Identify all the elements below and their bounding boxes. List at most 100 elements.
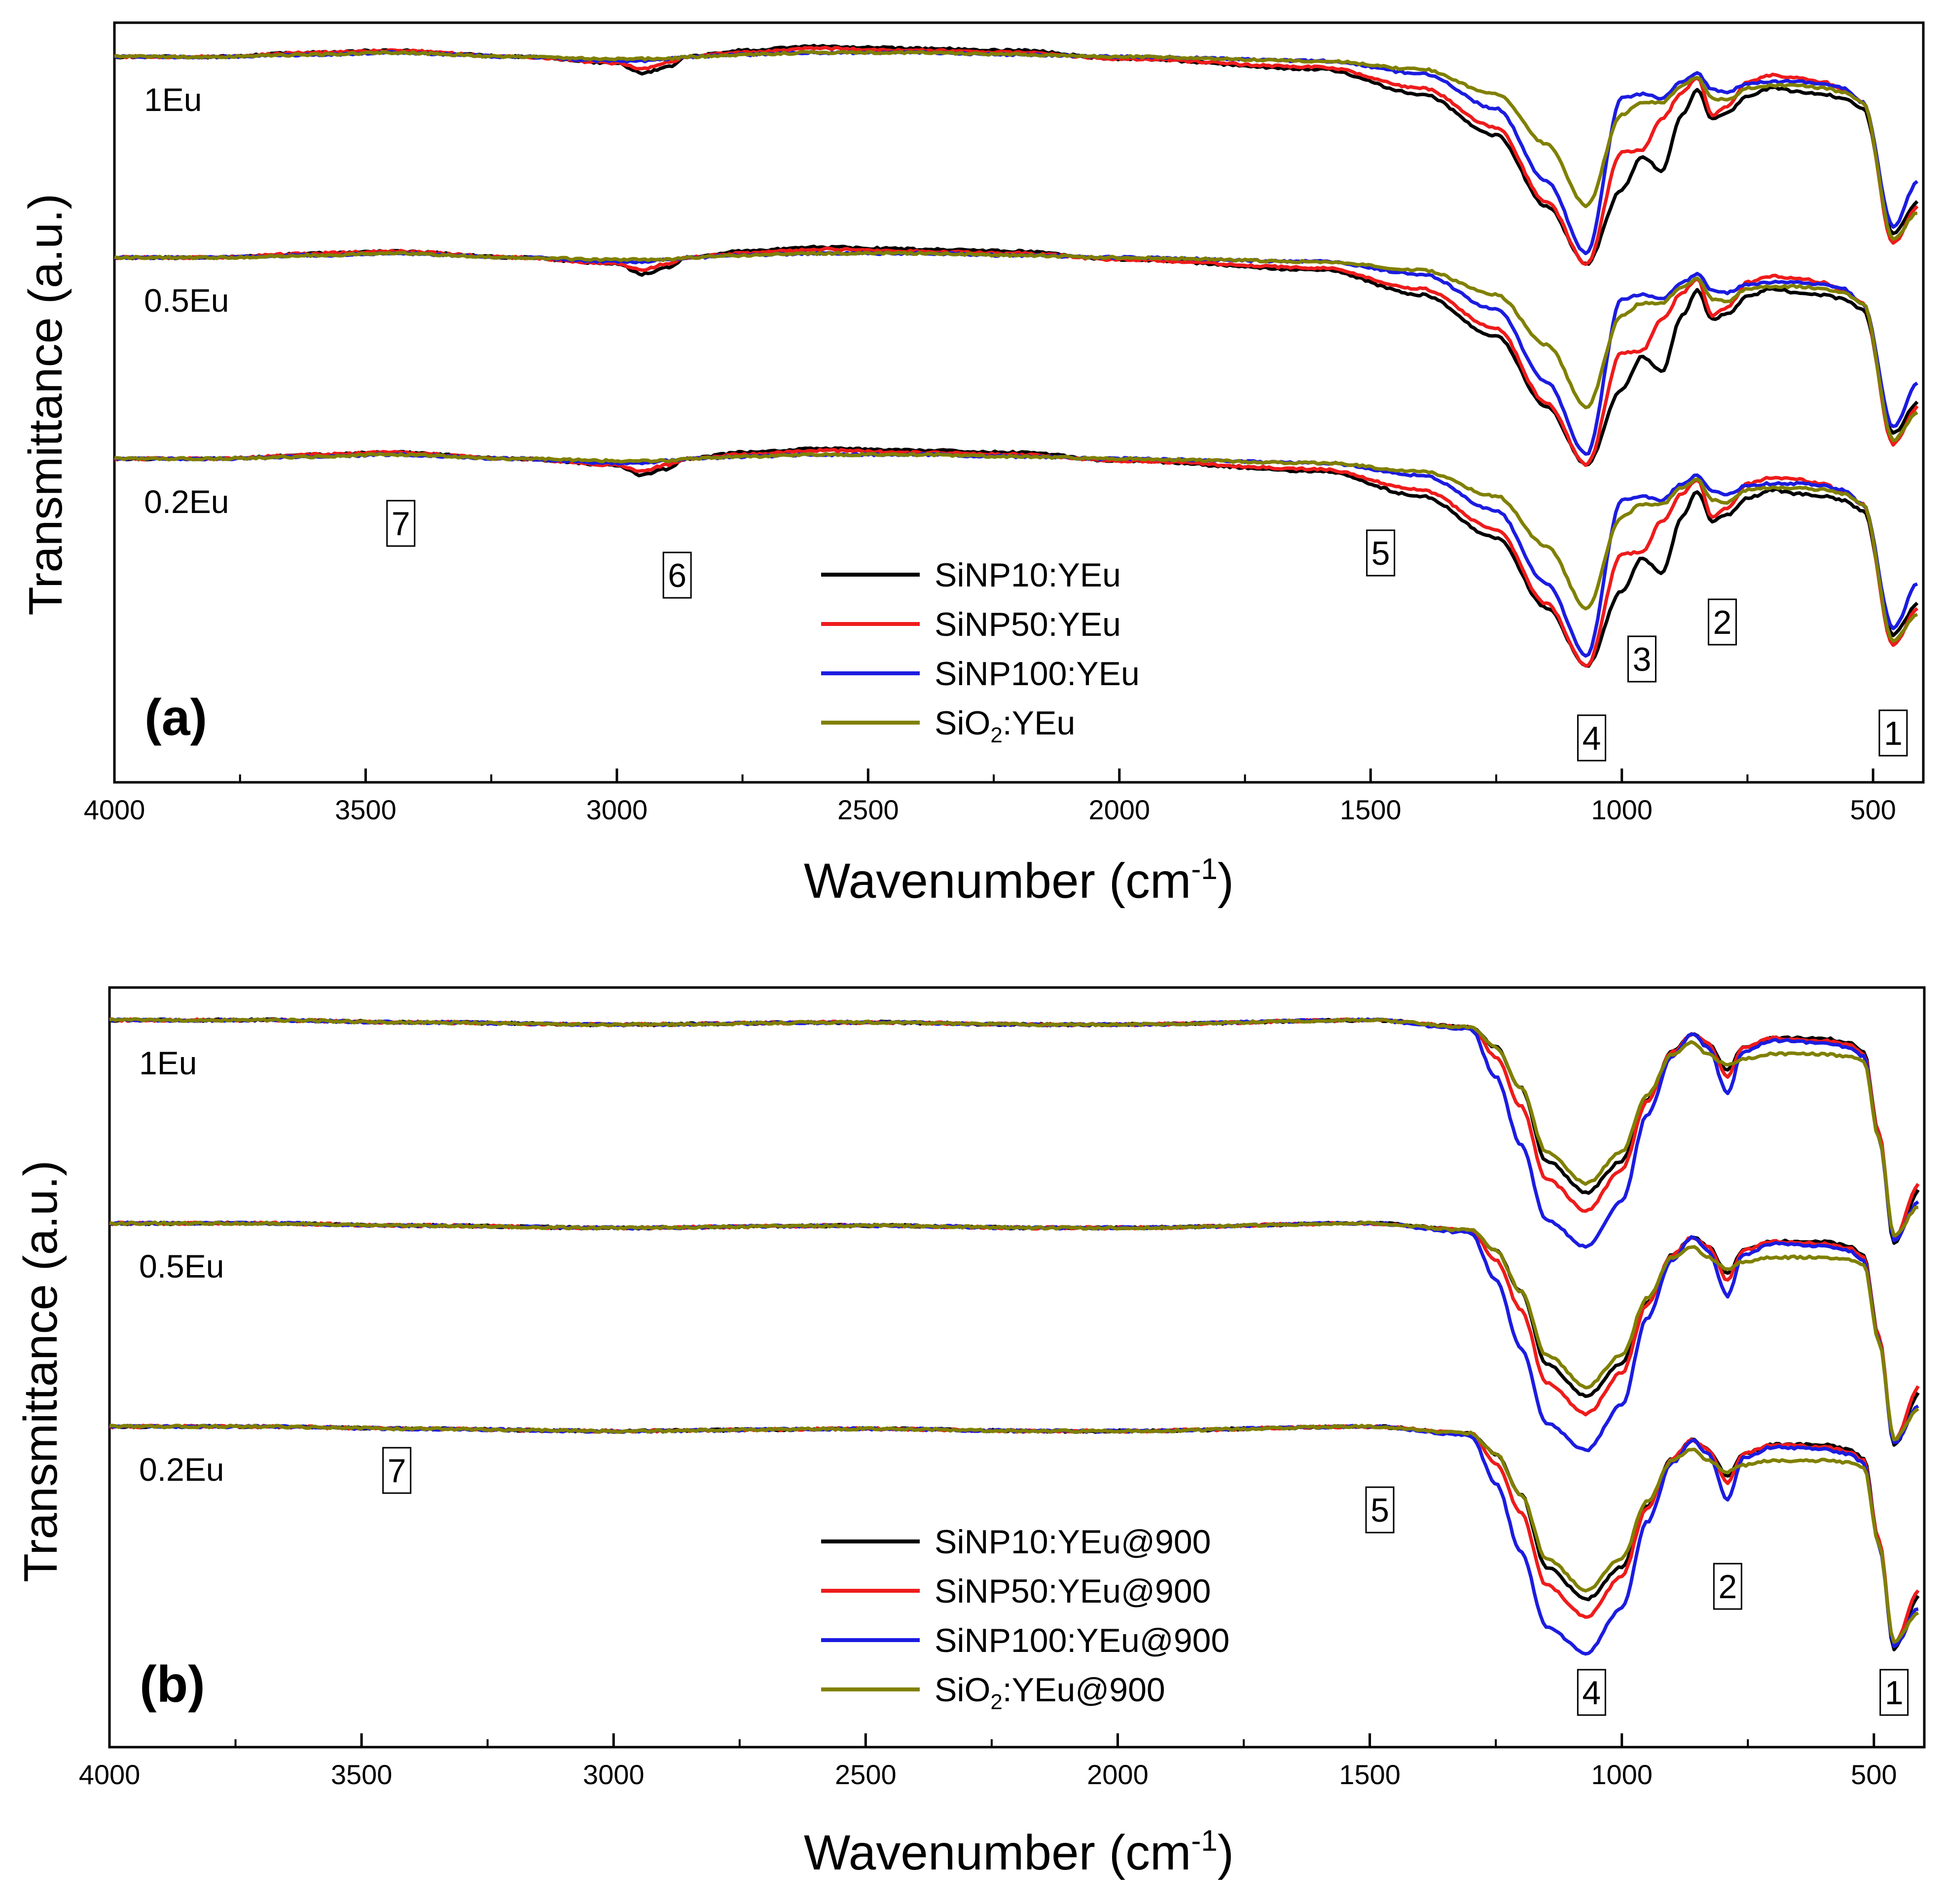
- band-label-box-a-7: [386, 500, 416, 547]
- series-line-b-sio2yeu@900-0p2eu: [109, 1424, 1919, 1644]
- band-label-box-a-1: [1878, 709, 1908, 757]
- series-line-a-sinp10yeu-1eu: [114, 43, 1919, 266]
- legend-label-main-a-2: SiNP100:YEu: [935, 655, 1140, 693]
- group-label-b-0p5eu: 0.5Eu: [139, 1248, 224, 1284]
- legend-label-main-b-1: SiNP50:YEu@900: [935, 1573, 1211, 1610]
- series-line-b-sinp10yeu@900-0p5eu: [109, 1220, 1920, 1447]
- group-label-a-0p5eu: 0.5Eu: [144, 282, 229, 319]
- plot-frame-b: [108, 986, 1926, 1749]
- group-label-a-0p2eu: 0.2Eu: [144, 483, 229, 520]
- y-axis-label-a: Transmittance (a.u.): [19, 193, 72, 615]
- band-label-a-2: 2: [1713, 604, 1732, 641]
- series-line-b-sinp50yeu@900-1eu: [109, 1017, 1920, 1240]
- x-tick-label-b-500: 500: [1851, 1759, 1897, 1790]
- series-line-a-sinp100yeu-1eu: [113, 50, 1919, 256]
- curves-a: [113, 43, 1919, 668]
- x-tick-label-b-3500: 3500: [331, 1759, 393, 1790]
- group-label-b-1eu: 1Eu: [139, 1045, 197, 1081]
- legend-label-main-a-3: SiO: [935, 704, 990, 742]
- x-tick-label-a-500: 500: [1850, 794, 1896, 825]
- band-label-box-b-1: [1879, 1669, 1909, 1716]
- x-tick-label-a-3000: 3000: [586, 794, 648, 825]
- panel-label-a: (a): [144, 689, 207, 746]
- series-line-a-sio2yeu-0p2eu: [114, 452, 1918, 643]
- legend-label-b-2: SiNP100:YEu@900: [935, 1622, 1229, 1659]
- plot-frame-a: [113, 21, 1925, 784]
- legend-label-main-b-2: SiNP100:YEu@900: [935, 1622, 1229, 1659]
- legend-label-b-0: SiNP10:YEu@900: [935, 1523, 1211, 1561]
- legend-label-main-b-0: SiNP10:YEu@900: [935, 1523, 1211, 1561]
- x-tick-label-a-3500: 3500: [335, 794, 396, 825]
- x-axis-label-a: Wavenumber (cm-1): [804, 852, 1234, 909]
- legend-a: SiNP10:YEu SiNP50:YEu SiNP100:YEu SiO2:YEu: [821, 556, 1140, 747]
- band-label-box-a-4: [1577, 714, 1607, 762]
- legend-label-tail-b-3: :YEu@900: [1003, 1671, 1165, 1709]
- series-line-a-sinp10yeu-0p5eu: [114, 244, 1919, 467]
- legend-label-a-3: SiO2:YEu: [935, 704, 1075, 747]
- x-tick-label-b-1000: 1000: [1591, 1759, 1653, 1790]
- legend-label-a-2: SiNP100:YEu: [935, 655, 1140, 693]
- x-tick-label-b-2000: 2000: [1087, 1759, 1149, 1790]
- series-line-b-sinp100yeu@900-1eu: [108, 1017, 1919, 1249]
- band-label-a-4: 4: [1583, 720, 1601, 757]
- band-labels-b: 1 2 4 5 7: [382, 1447, 1909, 1716]
- legend-label-sub-b-3: 2: [990, 1690, 1002, 1714]
- band-label-b-7: 7: [388, 1452, 406, 1490]
- band-label-a-1: 1: [1884, 715, 1903, 752]
- group-label-a-1eu: 1Eu: [144, 81, 202, 118]
- x-axis-label-a-main: Wavenumber (cm: [804, 853, 1191, 909]
- band-label-b-5: 5: [1370, 1492, 1389, 1529]
- series-line-a-sio2yeu-0p5eu: [114, 251, 1918, 442]
- group-labels-a: 1Eu 0.5Eu 0.2Eu: [144, 81, 229, 520]
- legend-label-main-b-3: SiO: [935, 1671, 990, 1709]
- legend-b: SiNP10:YEu@900 SiNP50:YEu@900 SiNP100:YEu@…: [821, 1523, 1229, 1714]
- band-label-a-7: 7: [392, 505, 410, 543]
- series-line-b-sio2yeu@900-1eu: [109, 1017, 1919, 1238]
- band-label-box-b-2: [1713, 1563, 1742, 1610]
- panel-a: 4000 3500 3000 2500 2000 1500 1000 500 1Eu 0.5Eu…: [19, 21, 1925, 909]
- x-axis-label-a-close: ): [1218, 853, 1234, 909]
- x-axis-label-b: Wavenumber (cm-1): [804, 1824, 1234, 1880]
- x-ticks-b: 4000 3500 3000 2500 2000 1500 1000 500: [79, 1733, 1897, 1790]
- group-labels-b: 1Eu 0.5Eu 0.2Eu: [139, 1045, 224, 1488]
- x-ticks-a: 4000 3500 3000 2500 2000 1500 1000 500: [84, 769, 1896, 825]
- band-label-box-a-3: [1627, 635, 1657, 683]
- x-tick-label-a-1000: 1000: [1591, 794, 1653, 825]
- x-tick-label-b-3000: 3000: [583, 1759, 645, 1790]
- group-label-b-0p2eu: 0.2Eu: [139, 1451, 224, 1488]
- x-tick-label-a-2000: 2000: [1088, 794, 1150, 825]
- band-label-box-a-2: [1707, 598, 1737, 646]
- series-line-a-sinp50yeu-1eu: [114, 45, 1919, 266]
- band-label-box-b-7: [382, 1447, 412, 1494]
- legend-label-tail-a-3: :YEu: [1003, 704, 1075, 742]
- x-tick-label-b-1500: 1500: [1339, 1759, 1401, 1790]
- series-line-b-sinp10yeu@900-1eu: [109, 1017, 1920, 1245]
- legend-label-main-a-0: SiNP10:YEu: [935, 556, 1121, 594]
- panel-b: 4000 3500 3000 2500 2000 1500 1000 500 1Eu 0.5Eu…: [14, 986, 1926, 1880]
- band-label-box-a-5: [1366, 529, 1396, 577]
- band-label-a-3: 3: [1633, 641, 1652, 678]
- series-line-a-sio2yeu-1eu: [114, 50, 1918, 241]
- band-label-b-4: 4: [1582, 1674, 1601, 1712]
- y-axis-label-b: Transmittance (a.u.): [14, 1160, 67, 1582]
- x-tick-label-b-4000: 4000: [79, 1759, 141, 1790]
- legend-label-main-a-1: SiNP50:YEu: [935, 606, 1121, 643]
- panel-label-b: (b): [140, 1656, 205, 1713]
- x-axis-label-a-sup: -1: [1191, 852, 1217, 885]
- band-label-box-a-6: [662, 551, 692, 599]
- legend-label-b-3: SiO2:YEu@900: [935, 1671, 1165, 1714]
- x-tick-label-a-4000: 4000: [84, 794, 145, 825]
- series-line-b-sio2yeu@900-0p5eu: [109, 1220, 1919, 1442]
- x-axis-label-b-main: Wavenumber (cm: [804, 1825, 1191, 1880]
- legend-label-a-1: SiNP50:YEu: [935, 606, 1121, 643]
- x-axis-label-b-close: ): [1218, 1825, 1234, 1880]
- series-line-a-sinp50yeu-0p5eu: [113, 246, 1919, 467]
- band-labels-a: 1 2 3 4 5 6 7: [386, 500, 1908, 762]
- legend-label-b-1: SiNP50:YEu@900: [935, 1573, 1211, 1610]
- band-label-box-b-4: [1577, 1669, 1606, 1716]
- series-line-b-sinp100yeu@900-0p5eu: [109, 1220, 1919, 1453]
- band-label-a-6: 6: [668, 557, 686, 594]
- band-label-b-2: 2: [1718, 1568, 1737, 1606]
- x-tick-label-b-2500: 2500: [835, 1759, 897, 1790]
